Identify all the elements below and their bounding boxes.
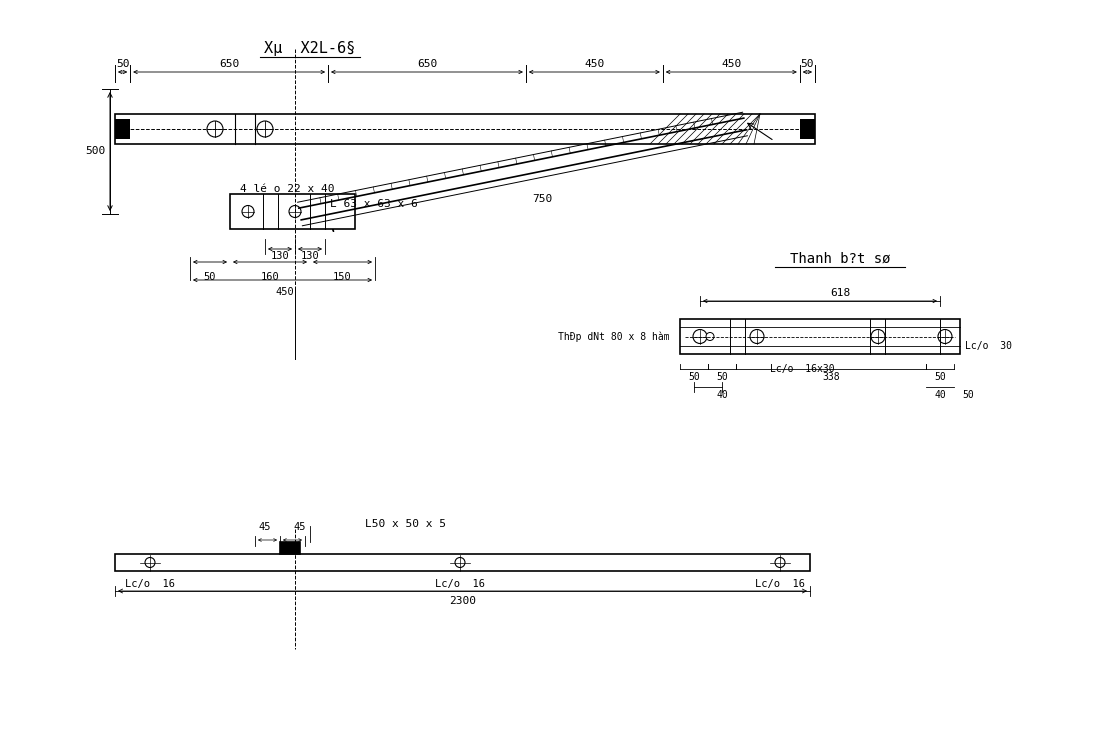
Circle shape	[257, 121, 273, 137]
Text: 750: 750	[533, 194, 553, 204]
Circle shape	[775, 557, 785, 568]
Circle shape	[242, 205, 254, 217]
Circle shape	[693, 330, 707, 344]
Text: Lc/o  16: Lc/o 16	[435, 579, 485, 589]
Text: Lc/o  16x30: Lc/o 16x30	[770, 364, 834, 374]
Text: 650: 650	[417, 59, 437, 69]
Text: 450: 450	[276, 287, 295, 297]
Circle shape	[750, 330, 764, 344]
Text: 50: 50	[716, 372, 728, 382]
Circle shape	[289, 205, 300, 217]
Text: 50: 50	[801, 59, 814, 69]
Bar	[230, 194, 355, 229]
Text: 50: 50	[116, 59, 130, 69]
Circle shape	[455, 557, 465, 568]
Text: 4 lé o 22 x 40: 4 lé o 22 x 40	[240, 184, 334, 194]
Text: Lc/o  16: Lc/o 16	[125, 579, 175, 589]
Text: 2300: 2300	[449, 596, 476, 606]
Bar	[680, 319, 960, 354]
Text: 650: 650	[219, 59, 239, 69]
Text: 130: 130	[270, 251, 289, 261]
Text: 40: 40	[934, 390, 946, 400]
Circle shape	[207, 121, 223, 137]
Polygon shape	[326, 196, 334, 231]
Circle shape	[706, 333, 714, 341]
Text: Lc/o  16: Lc/o 16	[755, 579, 805, 589]
Bar	[115, 119, 130, 139]
Text: 50: 50	[203, 272, 217, 282]
Text: 150: 150	[333, 272, 352, 282]
Circle shape	[145, 557, 155, 568]
Text: 338: 338	[822, 372, 840, 382]
Text: 130: 130	[300, 251, 319, 261]
Text: 50: 50	[934, 372, 946, 382]
Text: ThĐp dNt 80 x 8 hàm: ThĐp dNt 80 x 8 hàm	[558, 331, 670, 342]
Text: 160: 160	[260, 272, 279, 282]
Circle shape	[871, 330, 885, 344]
Text: L50 x 50 x 5: L50 x 50 x 5	[365, 519, 446, 529]
Text: Xμ  X2L-6§: Xμ X2L-6§	[265, 41, 355, 56]
Bar	[115, 554, 810, 571]
Text: 450: 450	[584, 59, 604, 69]
Text: 618: 618	[830, 288, 850, 298]
Text: Lc/o  30: Lc/o 30	[965, 342, 1012, 351]
Bar	[800, 119, 815, 139]
Text: 50: 50	[962, 390, 974, 400]
Bar	[115, 114, 815, 144]
Text: 50: 50	[688, 372, 700, 382]
Text: 450: 450	[722, 59, 742, 69]
Text: 45: 45	[259, 522, 271, 532]
Text: Thanh b?t sø: Thanh b?t sø	[790, 252, 890, 266]
Text: L 63 x 63 x 6: L 63 x 63 x 6	[330, 199, 418, 209]
Text: 45: 45	[294, 522, 306, 532]
Circle shape	[938, 330, 952, 344]
Text: 40: 40	[716, 390, 728, 400]
Bar	[280, 542, 300, 554]
Text: 500: 500	[85, 147, 105, 157]
